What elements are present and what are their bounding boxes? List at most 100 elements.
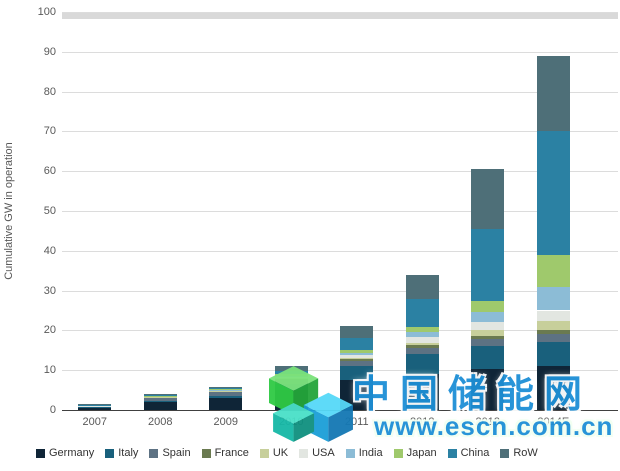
x-tick-label: 2013 (475, 416, 500, 428)
y-tick-label: 50 (43, 205, 56, 217)
bar-segment-germany (536, 366, 570, 410)
legend-swatch (201, 448, 211, 458)
legend-label: Japan (406, 447, 437, 459)
bar-segment-uk (536, 320, 570, 330)
bar-segment-usa (143, 396, 177, 397)
x-tick-label: 2012 (410, 416, 435, 428)
y-tick-label: 20 (43, 324, 56, 337)
gridline (62, 91, 618, 93)
watermark-url: www.escn.com.cn (374, 411, 614, 441)
legend-item-germany: Germany (36, 447, 94, 459)
bar-segment-france (405, 345, 439, 348)
bar-segment-germany (471, 369, 505, 410)
bar-segment-india (536, 286, 570, 311)
bar-segment-uk (471, 329, 505, 336)
bar-segment-italy (536, 341, 570, 367)
bar-segment-germany (405, 374, 439, 410)
y-tick-label: 70 (43, 125, 56, 138)
bar-segment-france (340, 359, 374, 362)
legend-item-row: RoW (500, 447, 538, 459)
gridline (62, 211, 618, 212)
bar-segment-china (471, 228, 505, 301)
y-tick-label: 80 (43, 85, 56, 98)
bar-segment-spain (340, 361, 374, 367)
bar-segment-row (143, 394, 177, 396)
bar-segment-india (471, 312, 505, 322)
bar-segment-france (471, 335, 505, 340)
legend-item-china: China (447, 447, 490, 459)
bar-segment-japan (340, 349, 374, 353)
legend-item-india: India (345, 447, 383, 459)
chart-legend: Germany Italy Spain France UK USA India Japan Ch… (36, 447, 620, 459)
bar-segment-row (471, 169, 505, 229)
bar-segment-india (340, 352, 374, 355)
bar-segment-japan (471, 300, 505, 313)
bar-segment-spain (405, 347, 439, 355)
bar-segment-usa (536, 310, 570, 321)
legend-label: India (358, 447, 383, 459)
legend-label: Germany (49, 447, 95, 459)
legend-label: USA (312, 447, 335, 459)
legend-swatch (447, 448, 457, 458)
gridline (62, 131, 618, 133)
bar-segment-row (405, 274, 439, 300)
bar-segment-usa (405, 337, 439, 344)
legend-item-italy: Italy (105, 447, 138, 459)
y-tick-label: 40 (43, 244, 56, 257)
legend-swatch (36, 448, 45, 458)
legend-swatch (500, 448, 510, 458)
bar-segment-italy (405, 354, 439, 375)
gridline (62, 171, 618, 173)
gridline (62, 370, 618, 372)
bar-segment-usa (209, 389, 243, 391)
plot-top-band (62, 12, 618, 19)
bar-segment-italy (471, 346, 505, 370)
legend-item-spain: Spain (149, 447, 191, 459)
gridline (62, 330, 618, 332)
bar-segment-china (405, 299, 439, 328)
y-tick-label: 100 (37, 6, 56, 18)
legend-label: Spain (162, 447, 191, 459)
bar-segment-usa (340, 354, 374, 359)
legend-label: France (214, 447, 249, 459)
legend-swatch (299, 448, 309, 458)
bar-segment-japan (209, 388, 243, 390)
bar-segment-spain (536, 333, 570, 342)
bar-segment-germany (209, 398, 243, 410)
bar-segment-china (536, 131, 570, 255)
legend-swatch (393, 448, 403, 458)
legend-label: Italy (118, 447, 139, 459)
bar-segment-china (340, 337, 374, 350)
legend-swatch (149, 448, 159, 458)
bar-segment-spain (143, 397, 177, 401)
bar-segment-usa (471, 321, 505, 330)
bar-segment-row (78, 404, 112, 406)
bar-segment-italy (340, 366, 374, 381)
legend-label: China (460, 447, 490, 459)
legend-swatch (345, 448, 355, 458)
x-tick-label: 2008 (148, 416, 173, 428)
y-tick-label: 10 (43, 364, 56, 377)
legend-item-uk: UK (259, 447, 288, 459)
legend-swatch (105, 448, 115, 458)
bar-segment-row (536, 55, 570, 132)
bar-segment-uk (405, 343, 439, 346)
bar-segment-row (209, 386, 243, 389)
gridline (62, 12, 618, 13)
gridline (62, 250, 618, 252)
bar-segment-japan (536, 254, 570, 287)
x-tick-label: 2014E (537, 416, 570, 428)
y-tick-label: 0 (49, 404, 56, 416)
bar-segment-germany (78, 407, 112, 410)
bar-segment-japan (405, 327, 439, 333)
legend-item-france: France (201, 447, 249, 459)
bar-segment-row (340, 326, 374, 338)
legend-item-usa: USA (299, 447, 335, 459)
y-tick-label: 90 (43, 45, 56, 58)
legend-label: RoW (513, 447, 538, 459)
x-tick-label: 2009 (213, 416, 238, 428)
watermark-title: 中国储能网 (352, 374, 593, 416)
x-tick-label: 2007 (82, 416, 107, 428)
